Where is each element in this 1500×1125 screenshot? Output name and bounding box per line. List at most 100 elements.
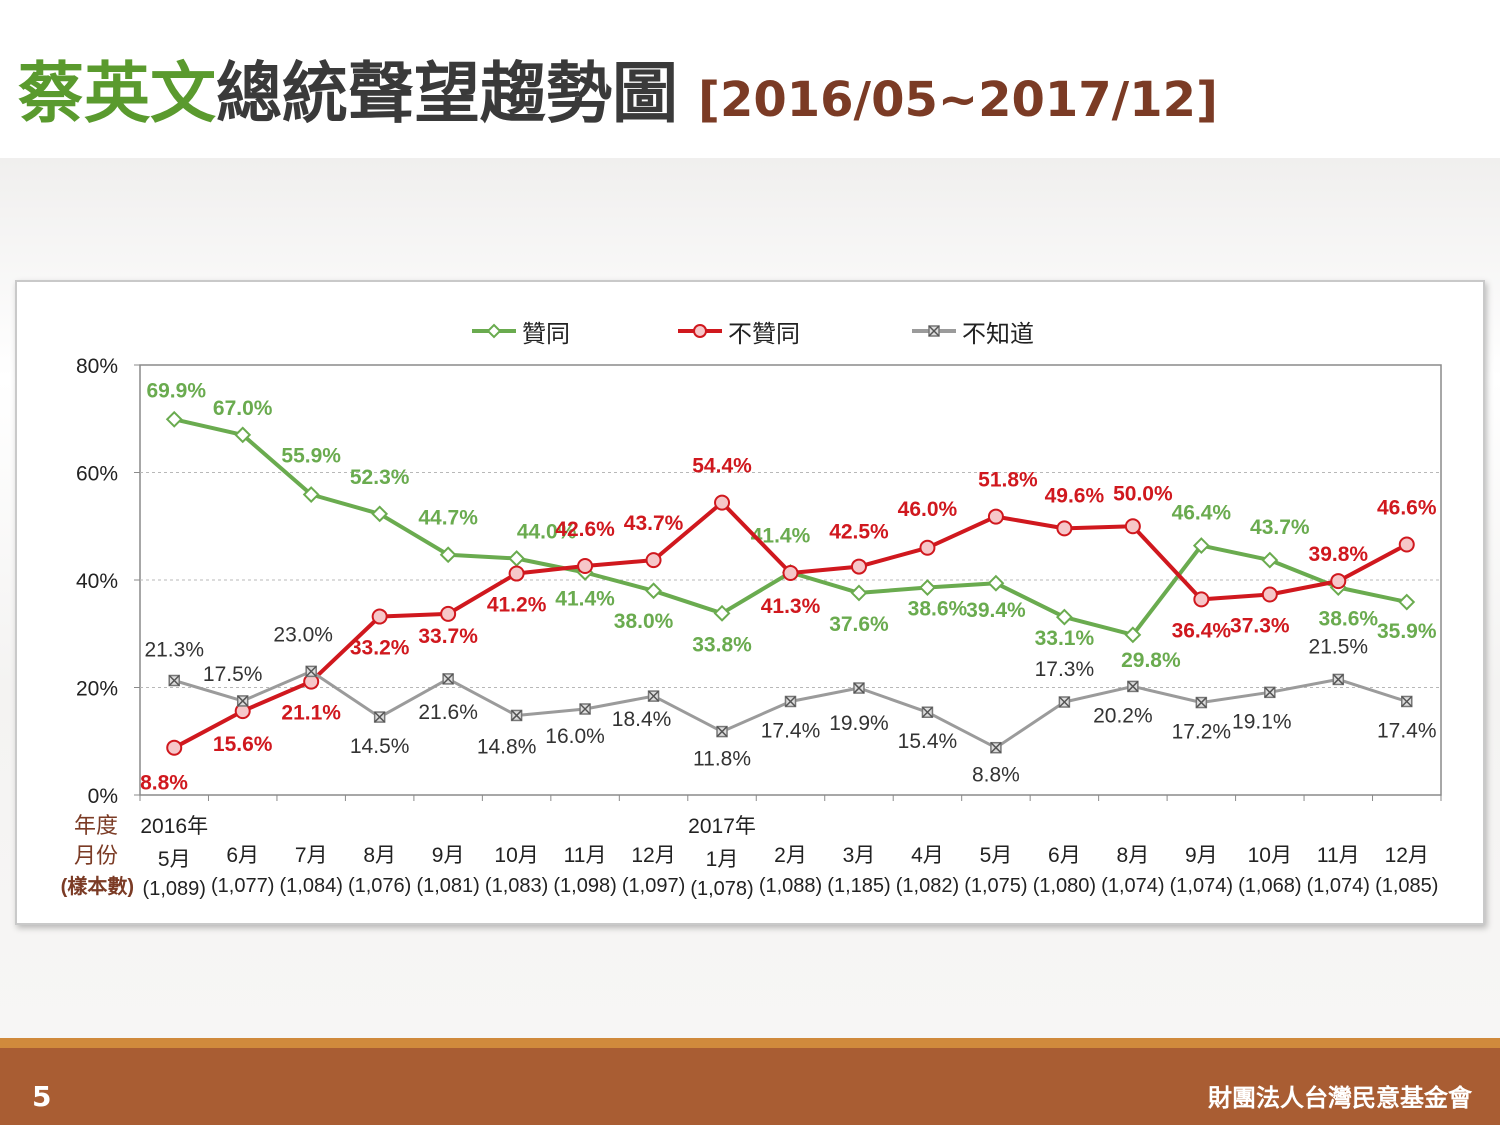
x-year-label: 2017年 — [688, 815, 756, 838]
x-month-label: 11月 — [564, 844, 607, 867]
x-sample-label: (1,077) — [211, 875, 274, 897]
point-disapprove — [850, 558, 867, 575]
point-approve — [1261, 551, 1279, 569]
data-label-disapprove: 37.3% — [1230, 615, 1290, 638]
data-label-disapprove: 41.3% — [761, 595, 821, 618]
point-unknown-cross — [853, 682, 865, 694]
x-month-label: 3月 — [843, 844, 876, 867]
point-disapprove — [919, 539, 936, 556]
point-approve — [1192, 537, 1210, 555]
point-disapprove — [1330, 573, 1347, 590]
x-sample-label: (1,089) — [143, 878, 206, 900]
point-unknown-cross — [237, 695, 249, 707]
data-label-unknown: 16.0% — [545, 725, 605, 748]
data-label-unknown: 19.9% — [829, 712, 889, 735]
data-label-unknown: 14.8% — [477, 735, 537, 758]
data-label-approve: 46.4% — [1172, 502, 1232, 525]
data-label-disapprove: 8.8% — [140, 772, 188, 795]
data-label-disapprove: 51.8% — [978, 469, 1038, 492]
x-sample-label: (1,088) — [759, 875, 822, 897]
point-approve — [919, 579, 936, 596]
point-disapprove — [645, 552, 662, 569]
data-label-approve: 69.9% — [146, 379, 206, 402]
point-unknown-cross — [648, 690, 660, 702]
point-disapprove — [166, 739, 183, 756]
row-label-year: 年度 — [74, 813, 118, 838]
point-approve — [1055, 608, 1073, 626]
title-name: 蔡英文 — [18, 55, 216, 132]
x-sample-label: (1,075) — [964, 875, 1027, 897]
point-approve — [508, 550, 526, 567]
point-disapprove — [1261, 586, 1278, 603]
data-label-approve: 29.8% — [1121, 649, 1181, 672]
x-month-label: 7月 — [295, 844, 328, 867]
x-sample-label: (1,083) — [485, 875, 548, 897]
x-month-label: 11月 — [1317, 844, 1360, 867]
legend-approve-marker — [472, 323, 516, 339]
data-label-unknown: 20.2% — [1093, 704, 1153, 727]
x-month-label: 5月 — [158, 848, 191, 871]
x-month-label: 8月 — [363, 844, 396, 867]
point-disapprove — [577, 558, 594, 575]
data-label-unknown: 23.0% — [273, 623, 333, 646]
point-approve — [850, 584, 868, 602]
data-label-disapprove: 43.7% — [624, 512, 684, 535]
slide-title: 蔡英文總統聲望趨勢圖 [2016/05~2017/12] — [18, 40, 1218, 140]
point-disapprove — [371, 608, 388, 625]
data-label-approve: 33.8% — [692, 633, 752, 656]
legend-disapprove: 不贊同 — [676, 313, 800, 349]
point-disapprove — [1193, 591, 1210, 608]
x-month-label: 10月 — [1248, 844, 1292, 867]
x-month-label: 5月 — [980, 844, 1013, 867]
chart-legend: 贊同 不贊同 不知道 — [0, 313, 1500, 353]
data-label-disapprove: 33.2% — [350, 637, 410, 660]
title-range: [2016/05~2017/12] — [698, 72, 1218, 128]
data-label-disapprove: 42.6% — [555, 518, 615, 541]
data-label-approve: 41.4% — [751, 524, 811, 547]
point-approve — [439, 546, 457, 564]
x-month-label: 2月 — [774, 844, 807, 867]
data-label-disapprove: 50.0% — [1113, 482, 1173, 505]
x-month-label: 10月 — [494, 844, 538, 867]
point-disapprove — [1056, 520, 1073, 537]
point-approve — [1124, 626, 1142, 644]
x-month-label: 12月 — [631, 844, 675, 867]
data-label-approve: 38.6% — [908, 598, 968, 621]
y-tick-label: 80% — [76, 355, 118, 378]
data-label-unknown: 17.3% — [1035, 658, 1095, 681]
data-label-approve: 41.4% — [555, 587, 615, 610]
x-sample-label: (1,185) — [827, 875, 890, 897]
data-label-unknown: 19.1% — [1232, 710, 1292, 733]
data-label-unknown: 17.4% — [1377, 719, 1437, 742]
x-sample-label: (1,082) — [896, 875, 959, 897]
point-approve — [371, 505, 389, 523]
point-approve — [234, 426, 252, 444]
data-label-unknown: 17.4% — [761, 719, 821, 742]
point-unknown-cross — [1058, 696, 1070, 708]
x-month-label: 1月 — [706, 848, 739, 871]
point-disapprove — [1398, 536, 1415, 553]
organization-name: 財團法人台灣民意基金會 — [1208, 1084, 1472, 1112]
data-label-unknown: 17.5% — [203, 663, 263, 686]
data-label-approve: 67.0% — [213, 397, 273, 420]
point-disapprove — [782, 565, 799, 582]
data-label-disapprove: 33.7% — [418, 625, 478, 648]
row-label-sample: (樣本數) — [61, 874, 134, 898]
data-label-unknown: 8.8% — [972, 764, 1020, 787]
point-unknown-cross — [716, 726, 728, 738]
x-sample-label: (1,085) — [1375, 875, 1438, 897]
data-label-disapprove: 15.6% — [213, 733, 273, 756]
data-label-disapprove: 49.6% — [1045, 484, 1105, 507]
data-label-approve: 37.6% — [829, 613, 889, 636]
x-year-label: 2016年 — [140, 815, 208, 838]
point-unknown-cross — [579, 703, 591, 715]
legend-disapprove-label: 不贊同 — [728, 319, 800, 348]
data-label-disapprove: 41.2% — [487, 594, 547, 617]
x-sample-label: (1,074) — [1307, 875, 1370, 897]
point-approve — [165, 410, 183, 428]
point-unknown-cross — [1264, 686, 1276, 698]
y-tick-label: 0% — [88, 785, 118, 808]
data-label-approve: 44.0% — [517, 521, 577, 544]
point-unknown-cross — [1401, 695, 1413, 708]
